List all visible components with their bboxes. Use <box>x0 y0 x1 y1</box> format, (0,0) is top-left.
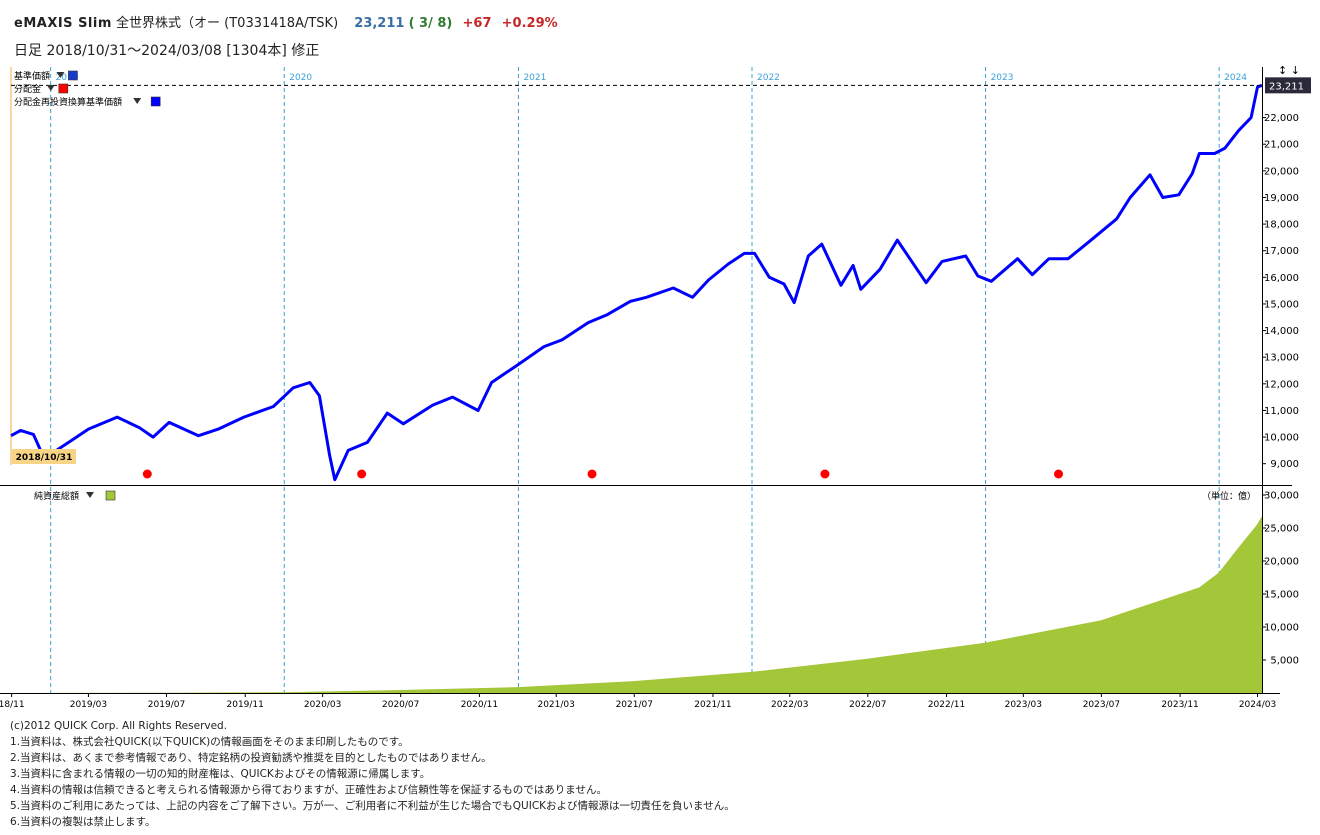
disclaimer-line-4: 4.当資料の情報は信頼できると考えられる情報源から得ておりますが、正確性および信… <box>10 784 607 796</box>
disclaimer-footer: (c)2012 QUICK Corp. All Rights Reserved.… <box>10 718 735 830</box>
x-tick-label: 2021/03 <box>537 700 574 710</box>
x-tick-label: 2022/07 <box>849 700 886 710</box>
start-date-tag <box>12 449 76 464</box>
distribution-marker <box>142 469 152 479</box>
y-tick-label: 13,000 <box>1264 353 1299 364</box>
price-chart: 2019 2020 2021 2022 2023 2024 9,000 10,000 11,0… <box>0 62 1320 712</box>
net-assets-area <box>11 516 1262 693</box>
disclaimer-line-6: 6.当資料の複製は禁止します。 <box>10 816 156 828</box>
year-label: 2019 <box>56 73 79 83</box>
y-tick-label: 12,000 <box>1264 379 1299 390</box>
x-tick-label: 18/11 <box>0 700 25 710</box>
legend-dropdown-icon <box>56 72 65 78</box>
nav-line-path <box>10 83 1263 482</box>
distribution-marker <box>1054 469 1064 479</box>
legend-swatch <box>58 83 69 94</box>
chart-header: eMAXIS Slim 全世界株式（オー (T0331418A/TSK) 23,… <box>14 12 558 31</box>
x-tick-label: 2020/03 <box>304 700 341 710</box>
x-tick-label: 2020/11 <box>461 700 498 710</box>
y-tick-label: 22,000 <box>1264 113 1299 124</box>
y-tick-label: 30,000 <box>1264 491 1299 502</box>
legend-label: 分配金 <box>14 83 41 95</box>
x-tick-label: 2020/07 <box>382 700 419 710</box>
disclaimer-line-2: 2.当資料は、あくまで参考情報であり、特定銘柄の投資勧誘や推奨を目的としたもので… <box>10 752 492 764</box>
fund-type: 全世界株式（オー (T0331418A/TSK) <box>116 16 339 31</box>
y-tick-label: 5,000 <box>1270 656 1299 667</box>
y-tick-label: 17,000 <box>1264 246 1299 257</box>
y-tick-label: 9,000 <box>1270 459 1299 470</box>
y-tick-label: 18,000 <box>1264 220 1299 231</box>
y-tick-label: 15,000 <box>1264 590 1299 601</box>
x-tick-label: 2022/03 <box>771 700 808 710</box>
legend-swatch <box>68 70 78 81</box>
y-tick-label: 11,000 <box>1264 406 1299 417</box>
x-tick-label: 2023/07 <box>1083 700 1120 710</box>
x-tick-label: 2022/11 <box>928 700 965 710</box>
chart-subheader: 日足 2018/10/31～2024/03/08 [1304本] 修正 <box>14 40 319 60</box>
year-label: 2021 <box>523 73 546 83</box>
price-change-percent: +0.29% <box>501 16 558 31</box>
distribution-markers <box>142 469 1064 479</box>
fund-name: eMAXIS Slim <box>14 16 112 31</box>
legend-dropdown-icon <box>46 85 55 91</box>
copyright-line: (c)2012 QUICK Corp. All Rights Reserved. <box>10 720 228 732</box>
net-assets-area-fill <box>11 516 1262 693</box>
y-tick-label: 20,000 <box>1264 166 1299 177</box>
year-label: 2023 <box>991 73 1014 83</box>
legend-dropdown-icon <box>133 98 142 104</box>
nav-line <box>10 83 1263 482</box>
x-tick-label: 2024/03 <box>1239 700 1276 710</box>
y-tick-label: 25,000 <box>1264 524 1299 535</box>
legend-label: 純資産総額 <box>34 490 79 502</box>
price-change: +67 <box>462 16 492 31</box>
axes: 9,000 10,000 11,000 12,000 13,000 14,000 15,00… <box>0 67 1311 710</box>
disclaimer-line-5: 5.当資料のご利用にあたっては、上記の内容をご了解下さい。万が一、ご利用者に不利… <box>10 800 735 812</box>
start-date-label: 2018/10/31 <box>16 453 73 463</box>
y-tick-label: 19,000 <box>1264 193 1299 204</box>
x-tick-label: 2021/11 <box>694 700 731 710</box>
disclaimer-line-1: 1.当資料は、株式会社QUICK(以下QUICK)の情報画面をそのまま印刷したも… <box>10 736 409 748</box>
legend-swatch <box>105 490 116 501</box>
x-tick-label: 2021/07 <box>616 700 653 710</box>
y-tick-label: 10,000 <box>1264 433 1299 444</box>
year-label: 2024 <box>1224 73 1247 83</box>
current-value-tag <box>1265 77 1311 94</box>
y-tick-label: 21,000 <box>1264 140 1299 151</box>
period-type: 日足 <box>14 43 42 59</box>
disclaimer-line-3: 3.当資料に含まれる情報の一切の知的財産権は、QUICKおよびその情報源に帰属し… <box>10 768 431 780</box>
x-tick-label: 2019/07 <box>148 700 185 710</box>
legend-label: 基準価額 <box>14 70 50 82</box>
x-tick-label: 2023/11 <box>1161 700 1198 710</box>
y-tick-label: 20,000 <box>1264 557 1299 568</box>
legend-label: 分配金再投資換算基準価額 <box>14 96 122 108</box>
scroll-arrows-icon[interactable]: ↕ ↓ <box>1278 64 1300 77</box>
date-range: 2018/10/31～2024/03/08 [1304本] 修正 <box>46 43 320 59</box>
current-value-label: 23,211 <box>1269 81 1304 92</box>
year-label: 2020 <box>289 73 312 83</box>
x-tick-label: 2019/11 <box>227 700 264 710</box>
unit-label: （単位：億） <box>1202 490 1256 502</box>
distribution-marker <box>820 469 830 479</box>
year-label: 2022 <box>757 73 780 83</box>
x-tick-label: 2023/03 <box>1005 700 1042 710</box>
legend-dropdown-icon <box>86 492 94 498</box>
y-tick-label: 14,000 <box>1264 326 1299 337</box>
current-price: 23,211 <box>354 16 405 31</box>
y-tick-label: 16,000 <box>1264 273 1299 284</box>
y-tick-label: 10,000 <box>1264 623 1299 634</box>
y-tick-label: 15,000 <box>1264 299 1299 310</box>
distribution-marker <box>587 469 597 479</box>
price-date: ( 3/ 8) <box>408 16 453 31</box>
distribution-marker <box>357 469 367 479</box>
x-tick-label: 2019/03 <box>70 700 107 710</box>
legend-swatch <box>150 96 161 107</box>
